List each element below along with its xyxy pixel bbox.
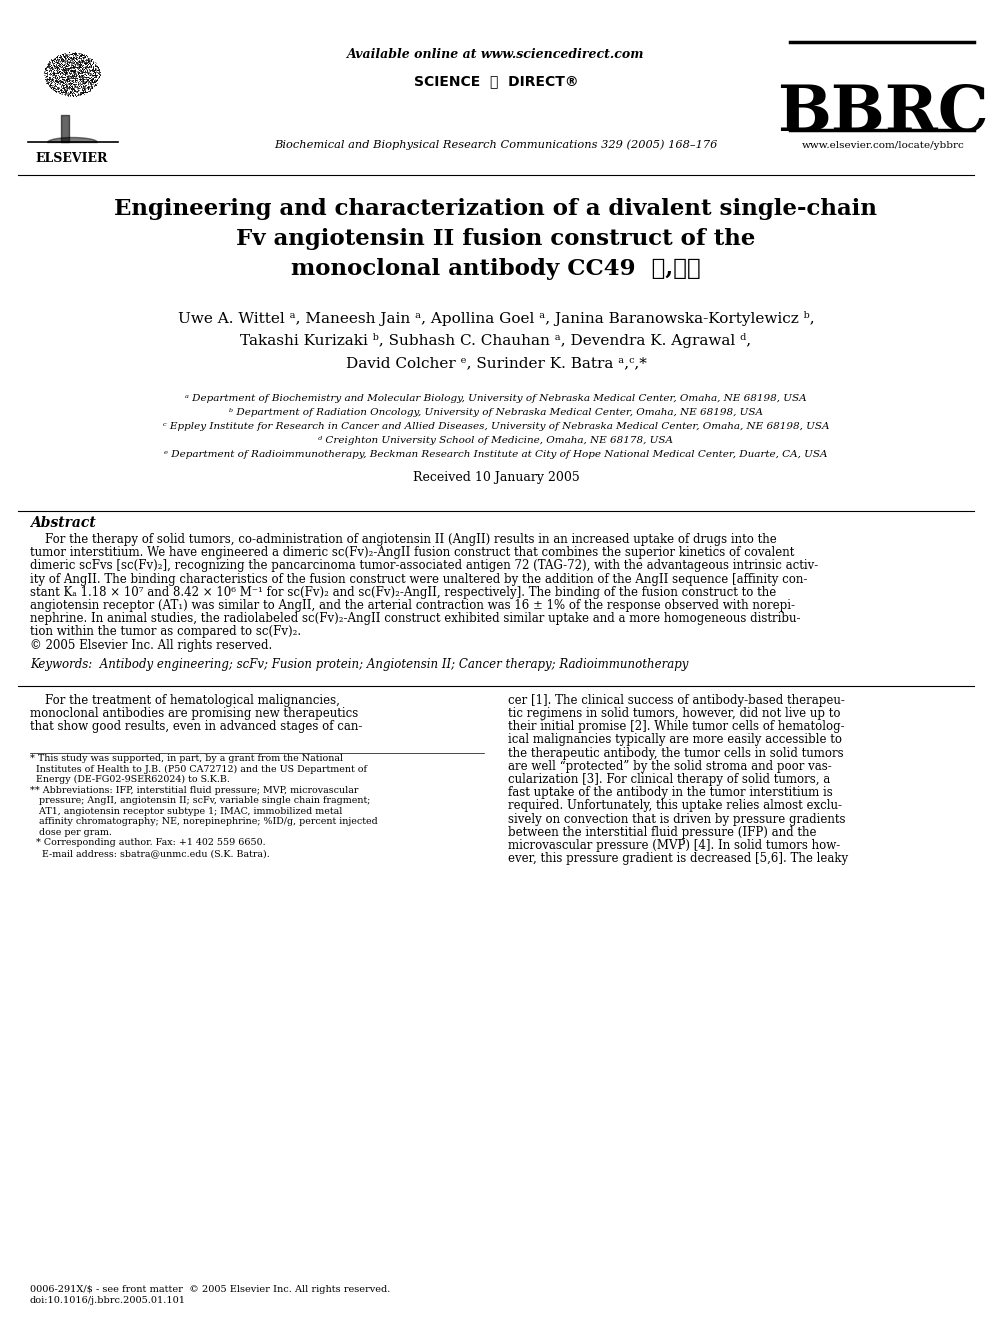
Text: are well “protected” by the solid stroma and poor vas-: are well “protected” by the solid stroma…: [508, 759, 831, 773]
Text: stant Kₐ 1.18 × 10⁷ and 8.42 × 10⁶ M⁻¹ for sc(Fv)₂ and sc(Fv)₂-AngII, respective: stant Kₐ 1.18 × 10⁷ and 8.42 × 10⁶ M⁻¹ f…: [30, 586, 777, 599]
Text: ᵃ Department of Biochemistry and Molecular Biology, University of Nebraska Medic: ᵃ Department of Biochemistry and Molecul…: [186, 394, 806, 404]
Text: 0006-291X/$ - see front matter  © 2005 Elsevier Inc. All rights reserved.: 0006-291X/$ - see front matter © 2005 El…: [30, 1285, 391, 1294]
Text: angiotensin receptor (AT₁) was similar to AngII, and the arterial contraction wa: angiotensin receptor (AT₁) was similar t…: [30, 599, 795, 613]
Text: doi:10.1016/j.bbrc.2005.01.101: doi:10.1016/j.bbrc.2005.01.101: [30, 1297, 186, 1304]
Text: that show good results, even in advanced stages of can-: that show good results, even in advanced…: [30, 720, 362, 733]
Text: Energy (DE-FG02-9SER62024) to S.K.B.: Energy (DE-FG02-9SER62024) to S.K.B.: [30, 775, 230, 785]
Text: the therapeutic antibody, the tumor cells in solid tumors: the therapeutic antibody, the tumor cell…: [508, 746, 843, 759]
Text: ical malignancies typically are more easily accessible to: ical malignancies typically are more eas…: [508, 733, 842, 746]
Text: ity of AngII. The binding characteristics of the fusion construct were unaltered: ity of AngII. The binding characteristic…: [30, 573, 807, 586]
Text: affinity chromatography; NE, norepinephrine; %ID/g, percent injected: affinity chromatography; NE, norepinephr…: [30, 818, 378, 827]
Text: tion within the tumor as compared to sc(Fv)₂.: tion within the tumor as compared to sc(…: [30, 626, 302, 639]
Text: tumor interstitium. We have engineered a dimeric sc(Fv)₂-AngII fusion construct : tumor interstitium. We have engineered a…: [30, 546, 795, 560]
Text: * This study was supported, in part, by a grant from the National: * This study was supported, in part, by …: [30, 754, 343, 763]
Text: For the treatment of hematological malignancies,: For the treatment of hematological malig…: [30, 693, 340, 706]
Text: SCIENCE  ⓐ  DIRECT®: SCIENCE ⓐ DIRECT®: [414, 74, 578, 89]
Text: dose per gram.: dose per gram.: [30, 828, 112, 837]
Text: Available online at www.sciencedirect.com: Available online at www.sciencedirect.co…: [347, 48, 645, 61]
Text: ELSEVIER: ELSEVIER: [36, 152, 108, 165]
Text: tic regimens in solid tumors, however, did not live up to: tic regimens in solid tumors, however, d…: [508, 706, 840, 720]
Text: their initial promise [2]. While tumor cells of hematolog-: their initial promise [2]. While tumor c…: [508, 720, 844, 733]
Text: Received 10 January 2005: Received 10 January 2005: [413, 471, 579, 484]
Text: © 2005 Elsevier Inc. All rights reserved.: © 2005 Elsevier Inc. All rights reserved…: [30, 639, 272, 652]
Text: sively on convection that is driven by pressure gradients: sively on convection that is driven by p…: [508, 812, 845, 826]
Text: pressure; AngII, angiotensin II; scFv, variable single chain fragment;: pressure; AngII, angiotensin II; scFv, v…: [30, 796, 370, 806]
Text: monoclonal antibody CC49  ☆,☆☆: monoclonal antibody CC49 ☆,☆☆: [291, 258, 701, 280]
Text: ᵉ Department of Radioimmunotherapy, Beckman Research Institute at City of Hope N: ᵉ Department of Radioimmunotherapy, Beck…: [165, 450, 827, 459]
Text: For the therapy of solid tumors, co-administration of angiotensin II (AngII) res: For the therapy of solid tumors, co-admi…: [30, 533, 777, 546]
Text: cer [1]. The clinical success of antibody-based therapeu-: cer [1]. The clinical success of antibod…: [508, 693, 845, 706]
Text: Fv angiotensin II fusion construct of the: Fv angiotensin II fusion construct of th…: [236, 228, 756, 250]
Text: required. Unfortunately, this uptake relies almost exclu-: required. Unfortunately, this uptake rel…: [508, 799, 842, 812]
Text: Takashi Kurizaki ᵇ, Subhash C. Chauhan ᵃ, Devendra K. Agrawal ᵈ,: Takashi Kurizaki ᵇ, Subhash C. Chauhan ᵃ…: [240, 333, 752, 348]
Text: E-mail address: sbatra@unmc.edu (S.K. Batra).: E-mail address: sbatra@unmc.edu (S.K. Ba…: [30, 849, 270, 857]
Text: Abstract: Abstract: [30, 516, 96, 531]
Text: David Colcher ᵉ, Surinder K. Batra ᵃ,ᶜ,*: David Colcher ᵉ, Surinder K. Batra ᵃ,ᶜ,*: [345, 356, 647, 370]
Text: microvascular pressure (MVP) [4]. In solid tumors how-: microvascular pressure (MVP) [4]. In sol…: [508, 839, 840, 852]
Text: Uwe A. Wittel ᵃ, Maneesh Jain ᵃ, Apollina Goel ᵃ, Janina Baranowska-Kortylewicz : Uwe A. Wittel ᵃ, Maneesh Jain ᵃ, Apollin…: [178, 311, 814, 325]
Text: ᶜ Eppley Institute for Research in Cancer and Allied Diseases, University of Neb: ᶜ Eppley Institute for Research in Cance…: [163, 422, 829, 431]
Text: fast uptake of the antibody in the tumor interstitium is: fast uptake of the antibody in the tumor…: [508, 786, 832, 799]
Text: AT1, angiotensin receptor subtype 1; IMAC, immobilized metal: AT1, angiotensin receptor subtype 1; IMA…: [30, 807, 342, 816]
Text: ever, this pressure gradient is decreased [5,6]. The leaky: ever, this pressure gradient is decrease…: [508, 852, 848, 865]
Text: ᵈ Creighton University School of Medicine, Omaha, NE 68178, USA: ᵈ Creighton University School of Medicin…: [318, 437, 674, 445]
Text: dimeric scFvs [sc(Fv)₂], recognizing the pancarcinoma tumor-associated antigen 7: dimeric scFvs [sc(Fv)₂], recognizing the…: [30, 560, 818, 573]
Text: BBRC: BBRC: [777, 82, 989, 143]
Text: between the interstitial fluid pressure (IFP) and the: between the interstitial fluid pressure …: [508, 826, 816, 839]
Text: ** Abbreviations: IFP, interstitial fluid pressure; MVP, microvascular: ** Abbreviations: IFP, interstitial flui…: [30, 786, 358, 795]
Text: Keywords:  Antibody engineering; scFv; Fusion protein; Angiotensin II; Cancer th: Keywords: Antibody engineering; scFv; Fu…: [30, 658, 688, 671]
Text: ᵇ Department of Radiation Oncology, University of Nebraska Medical Center, Omaha: ᵇ Department of Radiation Oncology, Univ…: [229, 407, 763, 417]
Text: Engineering and characterization of a divalent single-chain: Engineering and characterization of a di…: [114, 198, 878, 220]
Text: monoclonal antibodies are promising new therapeutics: monoclonal antibodies are promising new …: [30, 706, 358, 720]
Text: cularization [3]. For clinical therapy of solid tumors, a: cularization [3]. For clinical therapy o…: [508, 773, 830, 786]
Text: * Corresponding author. Fax: +1 402 559 6650.: * Corresponding author. Fax: +1 402 559 …: [30, 839, 266, 848]
Text: Institutes of Health to J.B. (P50 CA72712) and the US Department of: Institutes of Health to J.B. (P50 CA7271…: [30, 765, 367, 774]
Text: www.elsevier.com/locate/ybbrc: www.elsevier.com/locate/ybbrc: [802, 142, 964, 149]
Text: nephrine. In animal studies, the radiolabeled sc(Fv)₂-AngII construct exhibited : nephrine. In animal studies, the radiola…: [30, 613, 801, 626]
Text: Biochemical and Biophysical Research Communications 329 (2005) 168–176: Biochemical and Biophysical Research Com…: [275, 139, 717, 149]
